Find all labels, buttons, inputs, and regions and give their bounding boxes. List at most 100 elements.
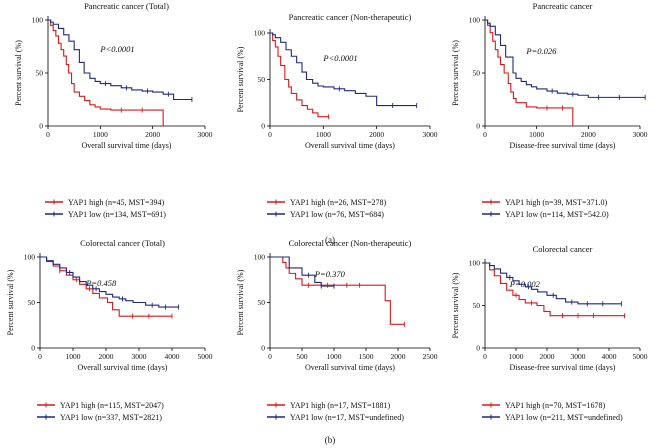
x-axis-label: Disease-free survival time (days) bbox=[510, 141, 616, 150]
y-axis-label: Percent survival (%) bbox=[236, 46, 245, 112]
y-tick-label: 50 bbox=[258, 75, 266, 84]
x-tick-label: 1000 bbox=[316, 130, 331, 139]
survival-curve-high bbox=[485, 262, 625, 317]
x-tick-label: 3000 bbox=[198, 130, 213, 139]
y-tick-label: 100 bbox=[254, 29, 266, 38]
survival-curve-low bbox=[48, 19, 192, 101]
x-tick-label: 3000 bbox=[132, 352, 147, 361]
y-tick-label: 50 bbox=[473, 69, 481, 78]
x-tick-label: 0 bbox=[483, 352, 487, 361]
x-axis-label: Overall survival time (days) bbox=[82, 141, 172, 150]
y-tick-label: 50 bbox=[28, 298, 36, 307]
y-axis-label: Percent survival (%) bbox=[451, 40, 460, 106]
y-tick-label: 100 bbox=[469, 259, 481, 268]
y-tick-label: 0 bbox=[476, 122, 480, 131]
legend-label-high: YAP1 high (n=70, MST=1678) bbox=[505, 401, 605, 410]
survival-curve-high bbox=[270, 32, 329, 118]
chart-title: Pancreatic cancer (Total) bbox=[84, 1, 169, 11]
survival-curve-low bbox=[485, 19, 646, 98]
y-tick-label: 100 bbox=[32, 16, 44, 25]
chart-title: Pancreatic cancer (Non-therapeutic) bbox=[289, 12, 412, 22]
survival-curve-high bbox=[270, 256, 405, 325]
chart-title: Colorectal cancer bbox=[533, 244, 593, 254]
x-tick-label: 3000 bbox=[633, 130, 648, 139]
y-axis-label: Percent survival (%) bbox=[6, 269, 15, 335]
x-tick-label: 2500 bbox=[423, 352, 438, 361]
x-tick-label: 3000 bbox=[571, 352, 586, 361]
x-tick-label: 0 bbox=[268, 130, 272, 139]
survival-curve-high bbox=[48, 19, 164, 126]
x-tick-label: 4000 bbox=[165, 352, 180, 361]
x-tick-label: 1000 bbox=[529, 130, 544, 139]
p-value-label: P<0.0001 bbox=[99, 44, 134, 54]
y-tick-label: 50 bbox=[473, 301, 481, 310]
x-tick-label: 1000 bbox=[509, 352, 524, 361]
x-tick-label: 1500 bbox=[359, 352, 374, 361]
x-tick-label: 3000 bbox=[423, 130, 438, 139]
legend-label-high: YAP1 high (n=26, MST=278) bbox=[290, 198, 386, 207]
legend-label-low: YAP1 low (n=211, MST=undefined) bbox=[505, 413, 623, 422]
panel-caption-a: (a) bbox=[325, 235, 335, 245]
x-tick-label: 0 bbox=[268, 352, 272, 361]
x-tick-label: 5000 bbox=[633, 352, 648, 361]
chart-title: Pancreatic cancer bbox=[533, 1, 593, 11]
legend-label-low: YAP1 low (n=114, MST=542.0) bbox=[505, 210, 609, 219]
panel-caption-b: (b) bbox=[325, 435, 336, 445]
y-tick-label: 100 bbox=[469, 16, 481, 25]
y-tick-label: 0 bbox=[31, 344, 35, 353]
survival-curve-low bbox=[270, 32, 417, 107]
x-tick-label: 4000 bbox=[602, 352, 617, 361]
x-tick-label: 2000 bbox=[540, 352, 555, 361]
legend-label-high: YAP1 high (n=45, MST=394) bbox=[68, 198, 164, 207]
y-tick-label: 50 bbox=[258, 298, 266, 307]
x-axis-label: Disease-free survival time (days) bbox=[510, 363, 616, 372]
y-tick-label: 0 bbox=[476, 344, 480, 353]
p-value-label: P=0.458 bbox=[85, 278, 117, 288]
x-tick-label: 2000 bbox=[145, 130, 160, 139]
y-tick-label: 100 bbox=[254, 253, 266, 262]
legend-label-high: YAP1 high (n=115, MST=2047) bbox=[60, 401, 164, 410]
p-value-label: P=0.370 bbox=[314, 269, 346, 279]
p-value-label: P<0.0001 bbox=[322, 53, 357, 63]
chart-title: Colorectal cancer (Total) bbox=[80, 238, 165, 248]
y-axis-label: Percent survival (%) bbox=[14, 40, 23, 106]
x-axis-label: Overall survival time (days) bbox=[78, 363, 168, 372]
x-tick-label: 1000 bbox=[93, 130, 108, 139]
x-axis-label: Overall survival time (days) bbox=[305, 363, 395, 372]
y-axis-label: Percent survival (%) bbox=[236, 269, 245, 335]
x-axis-label: Overall survival time (days) bbox=[305, 141, 395, 150]
legend-label-low: YAP1 low (n=337, MST=2821) bbox=[60, 413, 162, 422]
x-tick-label: 500 bbox=[296, 352, 308, 361]
y-tick-label: 0 bbox=[261, 122, 265, 131]
survival-curve-low bbox=[40, 256, 179, 308]
legend-label-high: YAP1 high (n=17, MST=1881) bbox=[290, 401, 390, 410]
chart-panel-2: Pancreatic cancer (Non-therapeutic) 0 50 10… bbox=[236, 12, 438, 219]
x-tick-label: 0 bbox=[46, 130, 50, 139]
y-tick-label: 0 bbox=[39, 122, 43, 131]
survival-curve-high bbox=[485, 19, 574, 126]
x-tick-label: 0 bbox=[483, 130, 487, 139]
chart-panel-5: Colorectal cancer (Non-therapeutic) 0 50 10… bbox=[236, 238, 438, 422]
y-axis-label: Percent survival (%) bbox=[451, 272, 460, 338]
p-value-label: P=0.026 bbox=[525, 46, 557, 56]
x-tick-label: 5000 bbox=[198, 352, 213, 361]
x-tick-label: 2000 bbox=[369, 130, 384, 139]
y-tick-label: 0 bbox=[261, 344, 265, 353]
x-tick-label: 1000 bbox=[66, 352, 81, 361]
y-tick-label: 50 bbox=[36, 69, 44, 78]
chart-title: Colorectal cancer (Non-therapeutic) bbox=[289, 238, 412, 248]
legend-label-low: YAP1 low (n=17, MST=undefined) bbox=[290, 413, 404, 422]
survival-curve-low bbox=[485, 262, 622, 305]
y-tick-label: 100 bbox=[24, 253, 36, 262]
x-tick-label: 1000 bbox=[327, 352, 342, 361]
survival-curve-high bbox=[40, 256, 172, 317]
x-tick-label: 2000 bbox=[391, 352, 406, 361]
x-tick-label: 2000 bbox=[99, 352, 114, 361]
x-tick-label: 2000 bbox=[581, 130, 596, 139]
x-tick-label: 0 bbox=[38, 352, 42, 361]
legend-label-low: YAP1 low (n=134, MST=691) bbox=[68, 210, 166, 219]
